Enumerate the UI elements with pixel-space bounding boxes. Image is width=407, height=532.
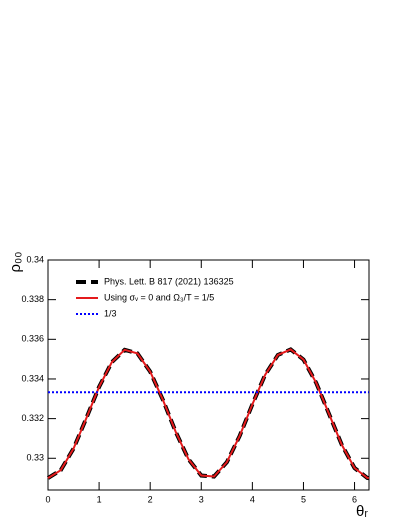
y-axis-label: ρ₀₀ — [7, 252, 24, 273]
series-line — [47, 348, 369, 480]
plot-frame — [47, 259, 370, 491]
series-line — [46, 347, 370, 481]
x-tick-label: 5 — [301, 494, 306, 504]
y-tick-label: 0.334 — [21, 373, 44, 383]
y-tick-label: 0.34 — [26, 254, 44, 264]
x-tick-label: 6 — [352, 494, 357, 504]
x-tick-label: 2 — [148, 494, 153, 504]
y-tick-label: 0.336 — [21, 334, 44, 344]
x-tick-label: 4 — [250, 494, 255, 504]
legend-label: Using σᵥ = 0 and Ω₃/T = 1/5 — [104, 292, 214, 302]
legend-label: Phys. Lett. B 817 (2021) 136325 — [104, 276, 234, 286]
y-tick-label: 0.332 — [21, 413, 44, 423]
x-tick-label: 1 — [97, 494, 102, 504]
y-tick-label: 0.33 — [26, 453, 44, 463]
x-tick-label: 0 — [45, 494, 50, 504]
x-tick-label: 3 — [199, 494, 204, 504]
legend-label: 1/3 — [104, 308, 117, 318]
y-tick-label: 0.338 — [21, 294, 44, 304]
x-axis-label: θᵣ — [356, 503, 368, 520]
